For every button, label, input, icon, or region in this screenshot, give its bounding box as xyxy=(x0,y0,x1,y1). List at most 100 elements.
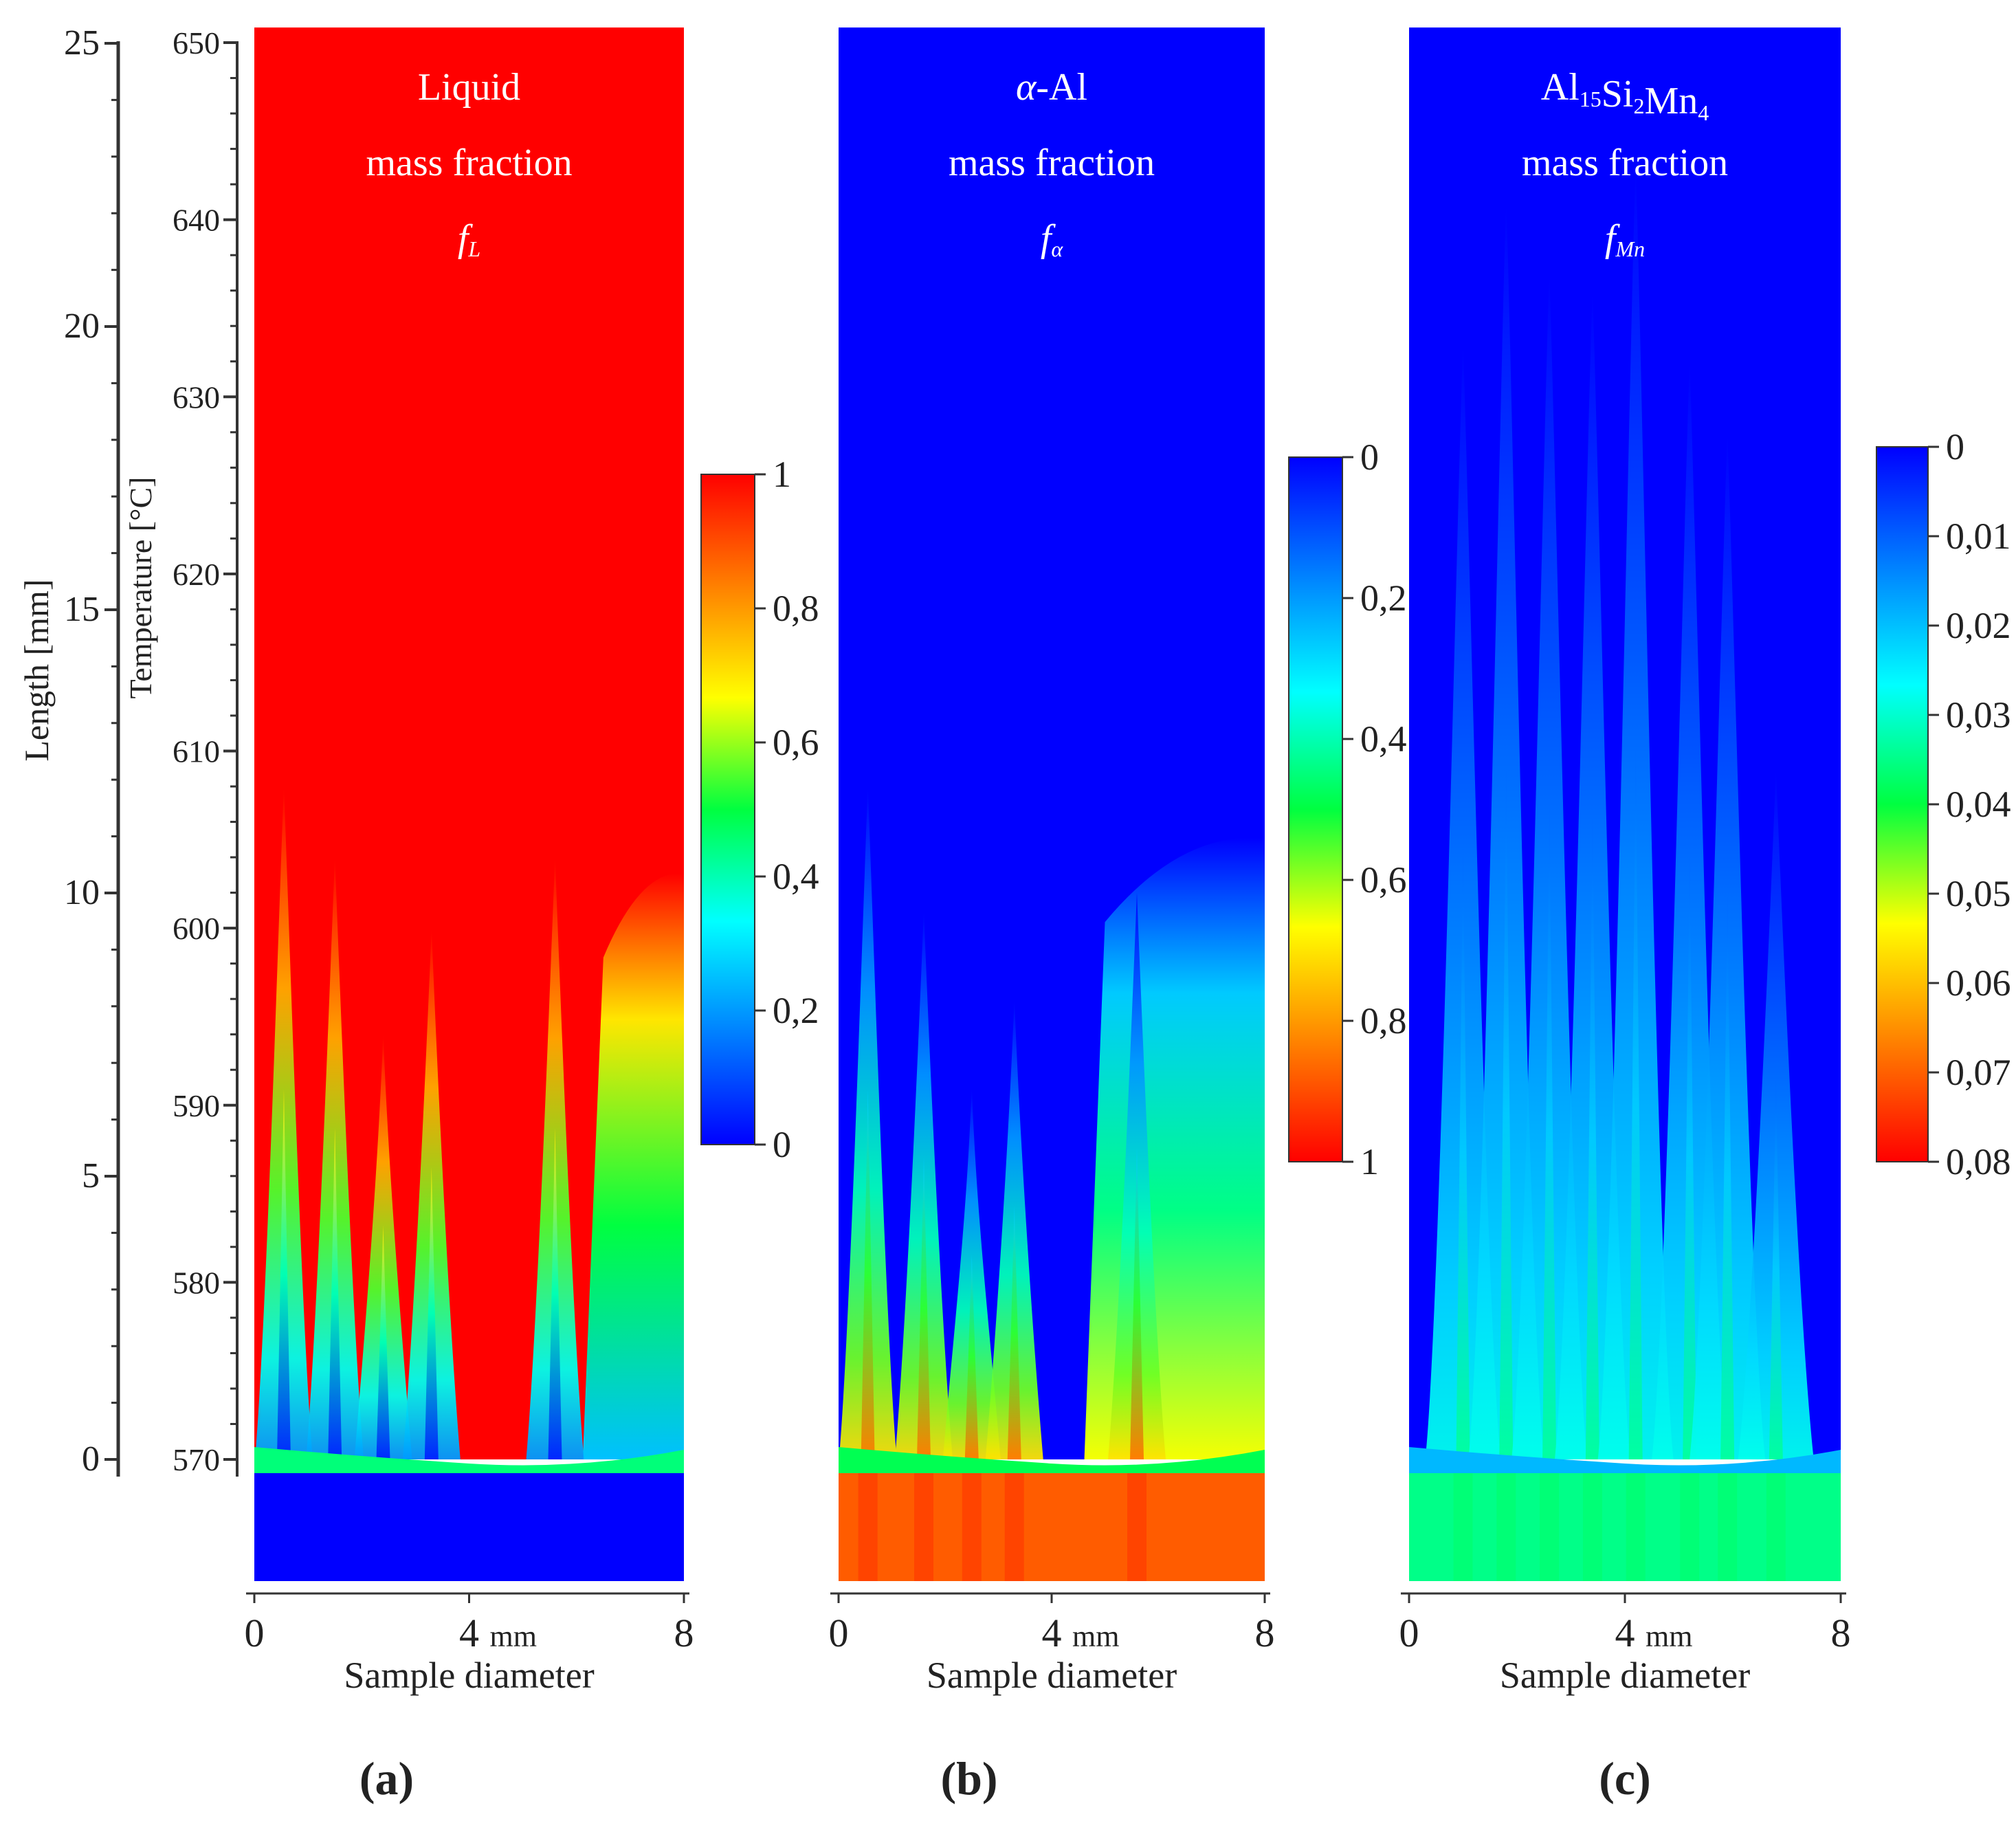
colorbar-tick-label: 0,06 xyxy=(1946,962,2011,1004)
temperature-tick-label: 630 xyxy=(173,379,220,415)
x-unit-label: mm xyxy=(490,1620,537,1653)
colorbar-tick-label: 0 xyxy=(1360,437,1379,478)
panel-label: (a) xyxy=(359,1752,414,1805)
solidification-front xyxy=(839,1447,1265,1475)
length-tick-label: 0 xyxy=(82,1439,100,1479)
solidified-striation xyxy=(274,1473,293,1581)
x-ticks: 0 4 mm 8 xyxy=(829,1593,1275,1655)
solidified-striation xyxy=(1496,1473,1516,1581)
solidified-striation xyxy=(373,1473,393,1581)
heatmap-field xyxy=(1409,27,1841,1581)
panel-title-line2: mass fraction xyxy=(1522,142,1728,184)
panel-title-line1: Liquid xyxy=(418,66,520,109)
colorbar-tick-label: 0,8 xyxy=(773,588,819,629)
x-tick-label: 0 xyxy=(829,1611,849,1655)
colorbar-gradient xyxy=(1288,456,1343,1162)
panel-title-line2: mass fraction xyxy=(366,142,572,184)
temperature-tick-label: 590 xyxy=(173,1088,220,1123)
solidified-striation xyxy=(1453,1473,1473,1581)
segregation-plume-core xyxy=(1130,1147,1144,1459)
segregation-plume-core xyxy=(861,1089,875,1459)
length-tick-label: 10 xyxy=(64,873,100,912)
colorbar-tick-label: 0,02 xyxy=(1946,605,2011,646)
colorbar-tick-label: 0,6 xyxy=(773,722,819,763)
colorbar-tick-label: 1 xyxy=(1360,1141,1379,1182)
x-tick-label: 8 xyxy=(1255,1611,1275,1655)
temperature-tick-label: 600 xyxy=(173,911,220,946)
colorbar-tick-label: 1 xyxy=(773,454,791,495)
colorbar-tick-label: 0,4 xyxy=(1360,718,1407,760)
panel-b: 0 4 mm 8 Sample diameter (b) α-Al mass fraction… xyxy=(829,27,1407,1805)
colorbar-tick-label: 0,08 xyxy=(1946,1141,2011,1182)
solidification-front xyxy=(254,1447,684,1475)
edge-region xyxy=(582,873,684,1459)
colorbar: 0 0,01 0,02 0,03 0,04 0,05 0,06 0,07 0,08 xyxy=(1876,426,2011,1182)
segregation-plume-core xyxy=(1499,767,1514,1459)
temperature-tick-label: 570 xyxy=(173,1442,220,1477)
panel-c: 0 4 mm 8 Sample diameter (c) Al15Si2Mn4 mass fr… xyxy=(1399,27,2011,1805)
edge-region xyxy=(1084,837,1265,1459)
colorbar-tick-label: 0 xyxy=(1946,426,1964,467)
length-tick-label: 25 xyxy=(64,23,100,63)
x-axis-label: Sample diameter xyxy=(344,1655,594,1696)
x-tick-label: 4 xyxy=(459,1611,479,1655)
colorbar-tick-label: 0 xyxy=(773,1124,791,1165)
length-tick-label: 5 xyxy=(82,1156,100,1195)
segregation-plume-core xyxy=(1720,894,1735,1459)
solidified-striation xyxy=(1540,1473,1560,1581)
panel-label: (b) xyxy=(940,1752,997,1805)
solidified-striation xyxy=(1766,1473,1786,1581)
solidified-striation xyxy=(1582,1473,1602,1581)
length-tick-label: 15 xyxy=(64,590,100,629)
length-tick-label: 20 xyxy=(64,307,100,346)
segregation-plume-core xyxy=(1628,748,1643,1459)
segregation-plume-core xyxy=(548,1128,562,1459)
segregation-plume-core xyxy=(1769,1079,1783,1459)
x-tick-label: 0 xyxy=(1399,1611,1419,1655)
x-ticks: 0 4 mm 8 xyxy=(245,1593,694,1655)
colorbar-tick-label: 0,8 xyxy=(1360,1000,1407,1041)
temperature-axis: 570 580 590 600 610 620 630 640 650 Temperature … xyxy=(123,25,239,1477)
segregation-plume-core xyxy=(1007,1206,1021,1459)
solidified-striation xyxy=(1718,1473,1738,1581)
x-axis-label: Sample diameter xyxy=(927,1655,1177,1696)
colorbar-tick-label: 0,4 xyxy=(773,856,819,897)
solidified-region xyxy=(254,1473,684,1581)
x-ticks: 0 4 mm 8 xyxy=(1399,1593,1851,1655)
x-axis-label: Sample diameter xyxy=(1500,1655,1750,1696)
temperature-axis-label: Temperature [°C] xyxy=(123,477,158,699)
solidified-striation xyxy=(421,1473,441,1581)
colorbar-tick-label: 0,6 xyxy=(1360,859,1407,901)
solidified-striation xyxy=(1004,1473,1024,1581)
solidified-striation xyxy=(858,1473,878,1581)
segregation-plume-core xyxy=(1585,816,1599,1459)
colorbar-tick-label: 0,2 xyxy=(773,990,819,1031)
colorbar-tick-label: 0,05 xyxy=(1946,873,2011,914)
panel-a: 0 4 mm 8 Sample diameter (a) Liquid mass fracti… xyxy=(245,27,819,1805)
segregation-plume-core xyxy=(1683,855,1697,1459)
x-tick-label: 8 xyxy=(1831,1611,1851,1655)
solidified-region xyxy=(839,1473,1265,1581)
x-tick-label: 4 xyxy=(1042,1611,1062,1655)
panel-label: (c) xyxy=(1599,1752,1650,1805)
colorbar: 1 0,8 0,6 0,4 0,2 0 xyxy=(700,454,819,1165)
length-axis-label: Length [mm] xyxy=(17,579,56,761)
segregation-plume-core xyxy=(1456,846,1470,1459)
segregation-plume-core xyxy=(917,1157,931,1459)
segregation-plume-core xyxy=(1542,806,1557,1459)
x-tick-label: 4 xyxy=(1615,1611,1635,1655)
segregation-plume-core xyxy=(328,1128,342,1459)
x-tick-label: 8 xyxy=(674,1611,694,1655)
colorbar-tick-label: 0,04 xyxy=(1946,784,2011,825)
colorbar: 0 0,2 0,4 0,6 0,8 1 xyxy=(1288,437,1407,1182)
solidified-striation xyxy=(1680,1473,1700,1581)
heatmap-field xyxy=(254,27,684,1581)
colorbar-tick-label: 0,07 xyxy=(1946,1052,2011,1093)
temperature-tick-label: 650 xyxy=(173,25,220,60)
length-axis: 0 5 10 15 20 25 Length [mm] xyxy=(17,23,120,1479)
temperature-tick-label: 640 xyxy=(173,203,220,238)
temperature-tick-label: 580 xyxy=(173,1265,220,1300)
temperature-tick-label: 620 xyxy=(173,557,220,592)
colorbar-gradient xyxy=(1876,446,1929,1162)
